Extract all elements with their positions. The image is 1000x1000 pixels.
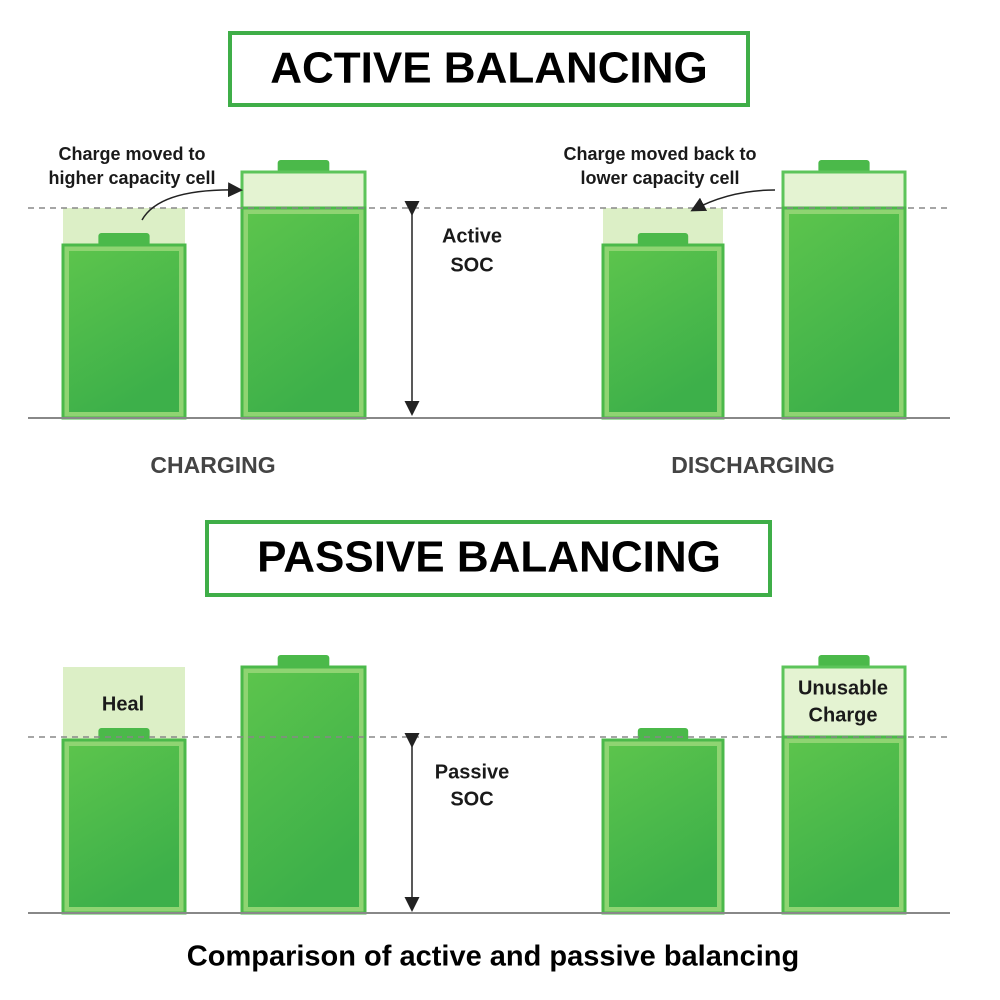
title-box [205, 520, 772, 597]
soc-label: SOC [450, 254, 493, 276]
annotation: Charge moved back to [563, 144, 756, 164]
passive-title: PASSIVE BALANCING [257, 533, 721, 582]
soc-label: Active [442, 225, 502, 247]
battery-fill [789, 743, 899, 907]
active-title: ACTIVE BALANCING [270, 44, 708, 93]
battery-cap [277, 160, 330, 173]
battery-empty [240, 170, 367, 210]
battery-label: Unusable [798, 677, 888, 699]
battery-fill [69, 251, 179, 412]
battery-label: Heal [102, 693, 144, 715]
shapes [61, 160, 907, 915]
soc-label: Passive [435, 761, 510, 783]
title-box [228, 31, 750, 107]
battery-empty [781, 665, 907, 739]
battery-empty [781, 170, 907, 210]
battery-cap [637, 233, 689, 246]
battery-cap [637, 728, 689, 741]
soc-label: SOC [450, 788, 493, 810]
annotation: higher capacity cell [48, 168, 215, 188]
battery-cap [277, 655, 330, 668]
caption: Comparison of active and passive balanci… [187, 941, 799, 973]
arrow [141, 182, 243, 221]
battery-fill [789, 214, 899, 412]
battery-cap [98, 728, 150, 741]
battery-label: Charge [809, 704, 878, 726]
battery-cap [818, 160, 870, 173]
section-label: DISCHARGING [671, 452, 835, 478]
annotation: Charge moved to [58, 144, 205, 164]
battery-fill [609, 746, 717, 907]
battery-cap [98, 233, 150, 246]
battery-fill [248, 673, 359, 907]
annotation: lower capacity cell [580, 168, 739, 188]
section-label: CHARGING [150, 452, 275, 478]
battery-fill [69, 746, 179, 907]
battery-fill [609, 251, 717, 412]
arrow [690, 189, 776, 212]
battery-cap [818, 655, 870, 668]
battery-fill [248, 214, 359, 412]
